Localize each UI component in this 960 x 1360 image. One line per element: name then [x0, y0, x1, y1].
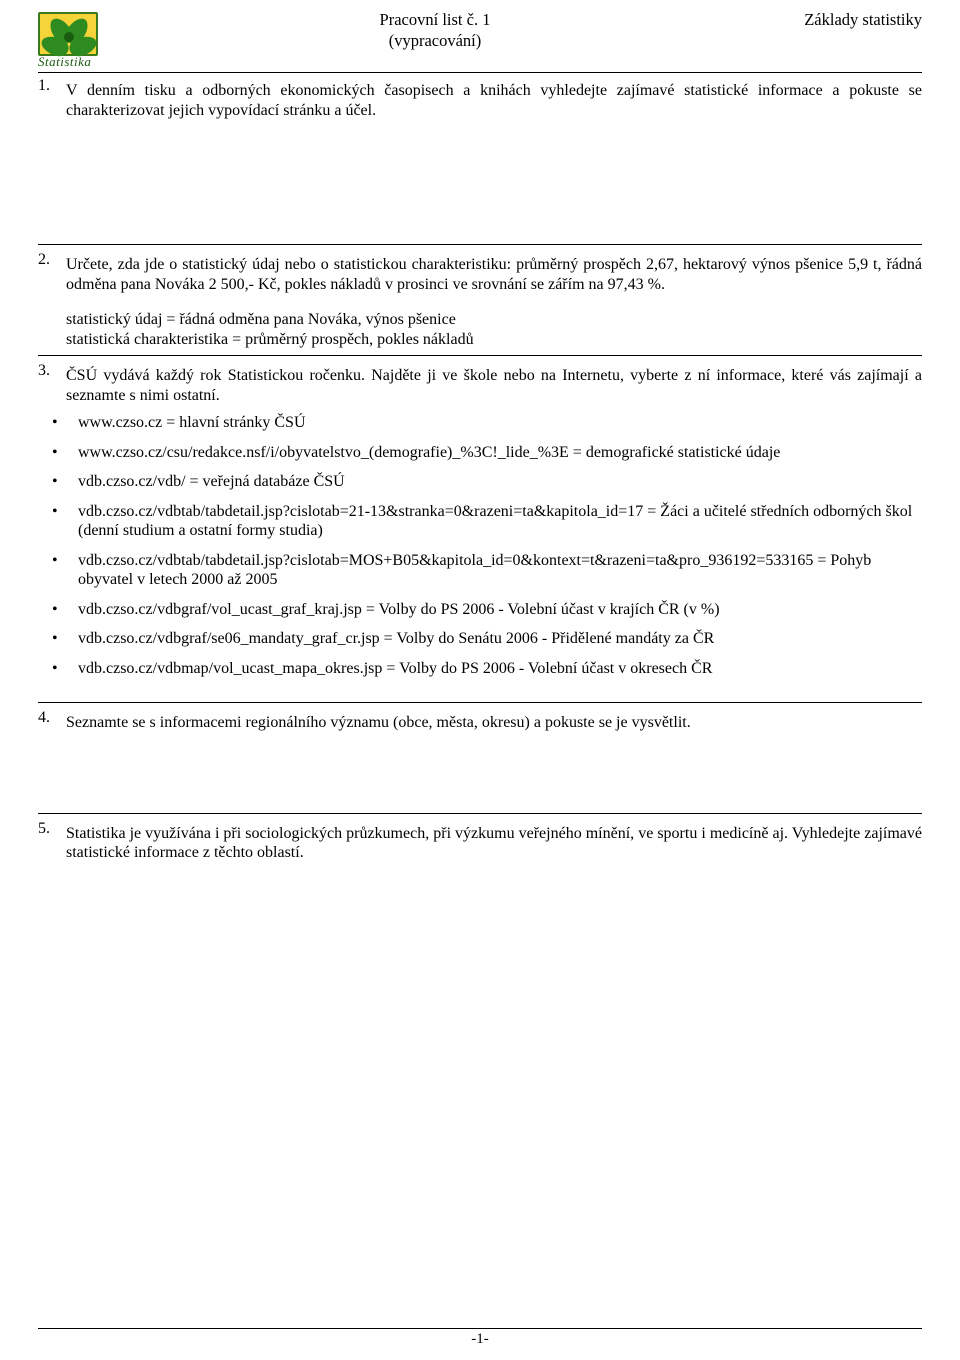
logo-icon	[38, 12, 98, 56]
q5-number: 5.	[38, 820, 66, 838]
q5-text: Statistika je využívána i při sociologic…	[66, 824, 922, 863]
list-item: www.czso.cz/csu/redakce.nsf/i/obyvatelst…	[38, 443, 922, 463]
question-4: 4. Seznamte se s informacemi regionálníh…	[38, 709, 922, 814]
q2-answer: statistický údaj = řádná odměna pana Nov…	[66, 310, 922, 349]
page-title-right: Základy statistiky	[742, 10, 922, 30]
question-3: 3. ČSÚ vydává každý rok Statistickou roč…	[38, 362, 922, 703]
list-item: www.czso.cz = hlavní stránky ČSÚ	[38, 413, 922, 433]
page-title-center: Pracovní list č. 1 (vypracování)	[128, 10, 742, 51]
question-2: 2. Určete, zda jde o statistický údaj ne…	[38, 251, 922, 356]
title-line-1: Pracovní list č. 1	[128, 10, 742, 31]
question-1: 1. V denním tisku a odborných ekonomický…	[38, 77, 922, 245]
q2-answer-line-1: statistický údaj = řádná odměna pana Nov…	[66, 310, 922, 330]
list-item: vdb.czso.cz/vdbtab/tabdetail.jsp?cislota…	[38, 502, 922, 541]
logo-label: Statistika	[38, 54, 128, 70]
q3-number: 3.	[38, 362, 66, 380]
q4-text: Seznamte se s informacemi regionálního v…	[66, 713, 922, 733]
q3-text: ČSÚ vydává každý rok Statistickou ročenk…	[66, 366, 922, 405]
page-footer: -1-	[38, 1328, 922, 1348]
q3-bullet-list: www.czso.cz = hlavní stránky ČSÚ www.czs…	[38, 413, 922, 678]
q2-answer-line-2: statistická charakteristika = průměrný p…	[66, 330, 922, 350]
q2-number: 2.	[38, 251, 66, 269]
q2-text: Určete, zda jde o statistický údaj nebo …	[66, 255, 922, 294]
title-line-2: (vypracování)	[128, 31, 742, 52]
page-header: Statistika Pracovní list č. 1 (vypracová…	[38, 10, 922, 73]
list-item: vdb.czso.cz/vdbtab/tabdetail.jsp?cislota…	[38, 551, 922, 590]
q4-number: 4.	[38, 709, 66, 727]
list-item: vdb.czso.cz/vdbgraf/vol_ucast_graf_kraj.…	[38, 600, 922, 620]
q1-text: V denním tisku a odborných ekonomických …	[66, 81, 922, 120]
question-5: 5. Statistika je využívána i při sociolo…	[38, 820, 922, 967]
list-item: vdb.czso.cz/vdbmap/vol_ucast_mapa_okres.…	[38, 659, 922, 679]
logo-cell: Statistika	[38, 10, 128, 70]
list-item: vdb.czso.cz/vdbgraf/se06_mandaty_graf_cr…	[38, 629, 922, 649]
page-number: -1-	[471, 1331, 489, 1347]
q1-number: 1.	[38, 77, 66, 95]
list-item: vdb.czso.cz/vdb/ = veřejná databáze ČSÚ	[38, 472, 922, 492]
